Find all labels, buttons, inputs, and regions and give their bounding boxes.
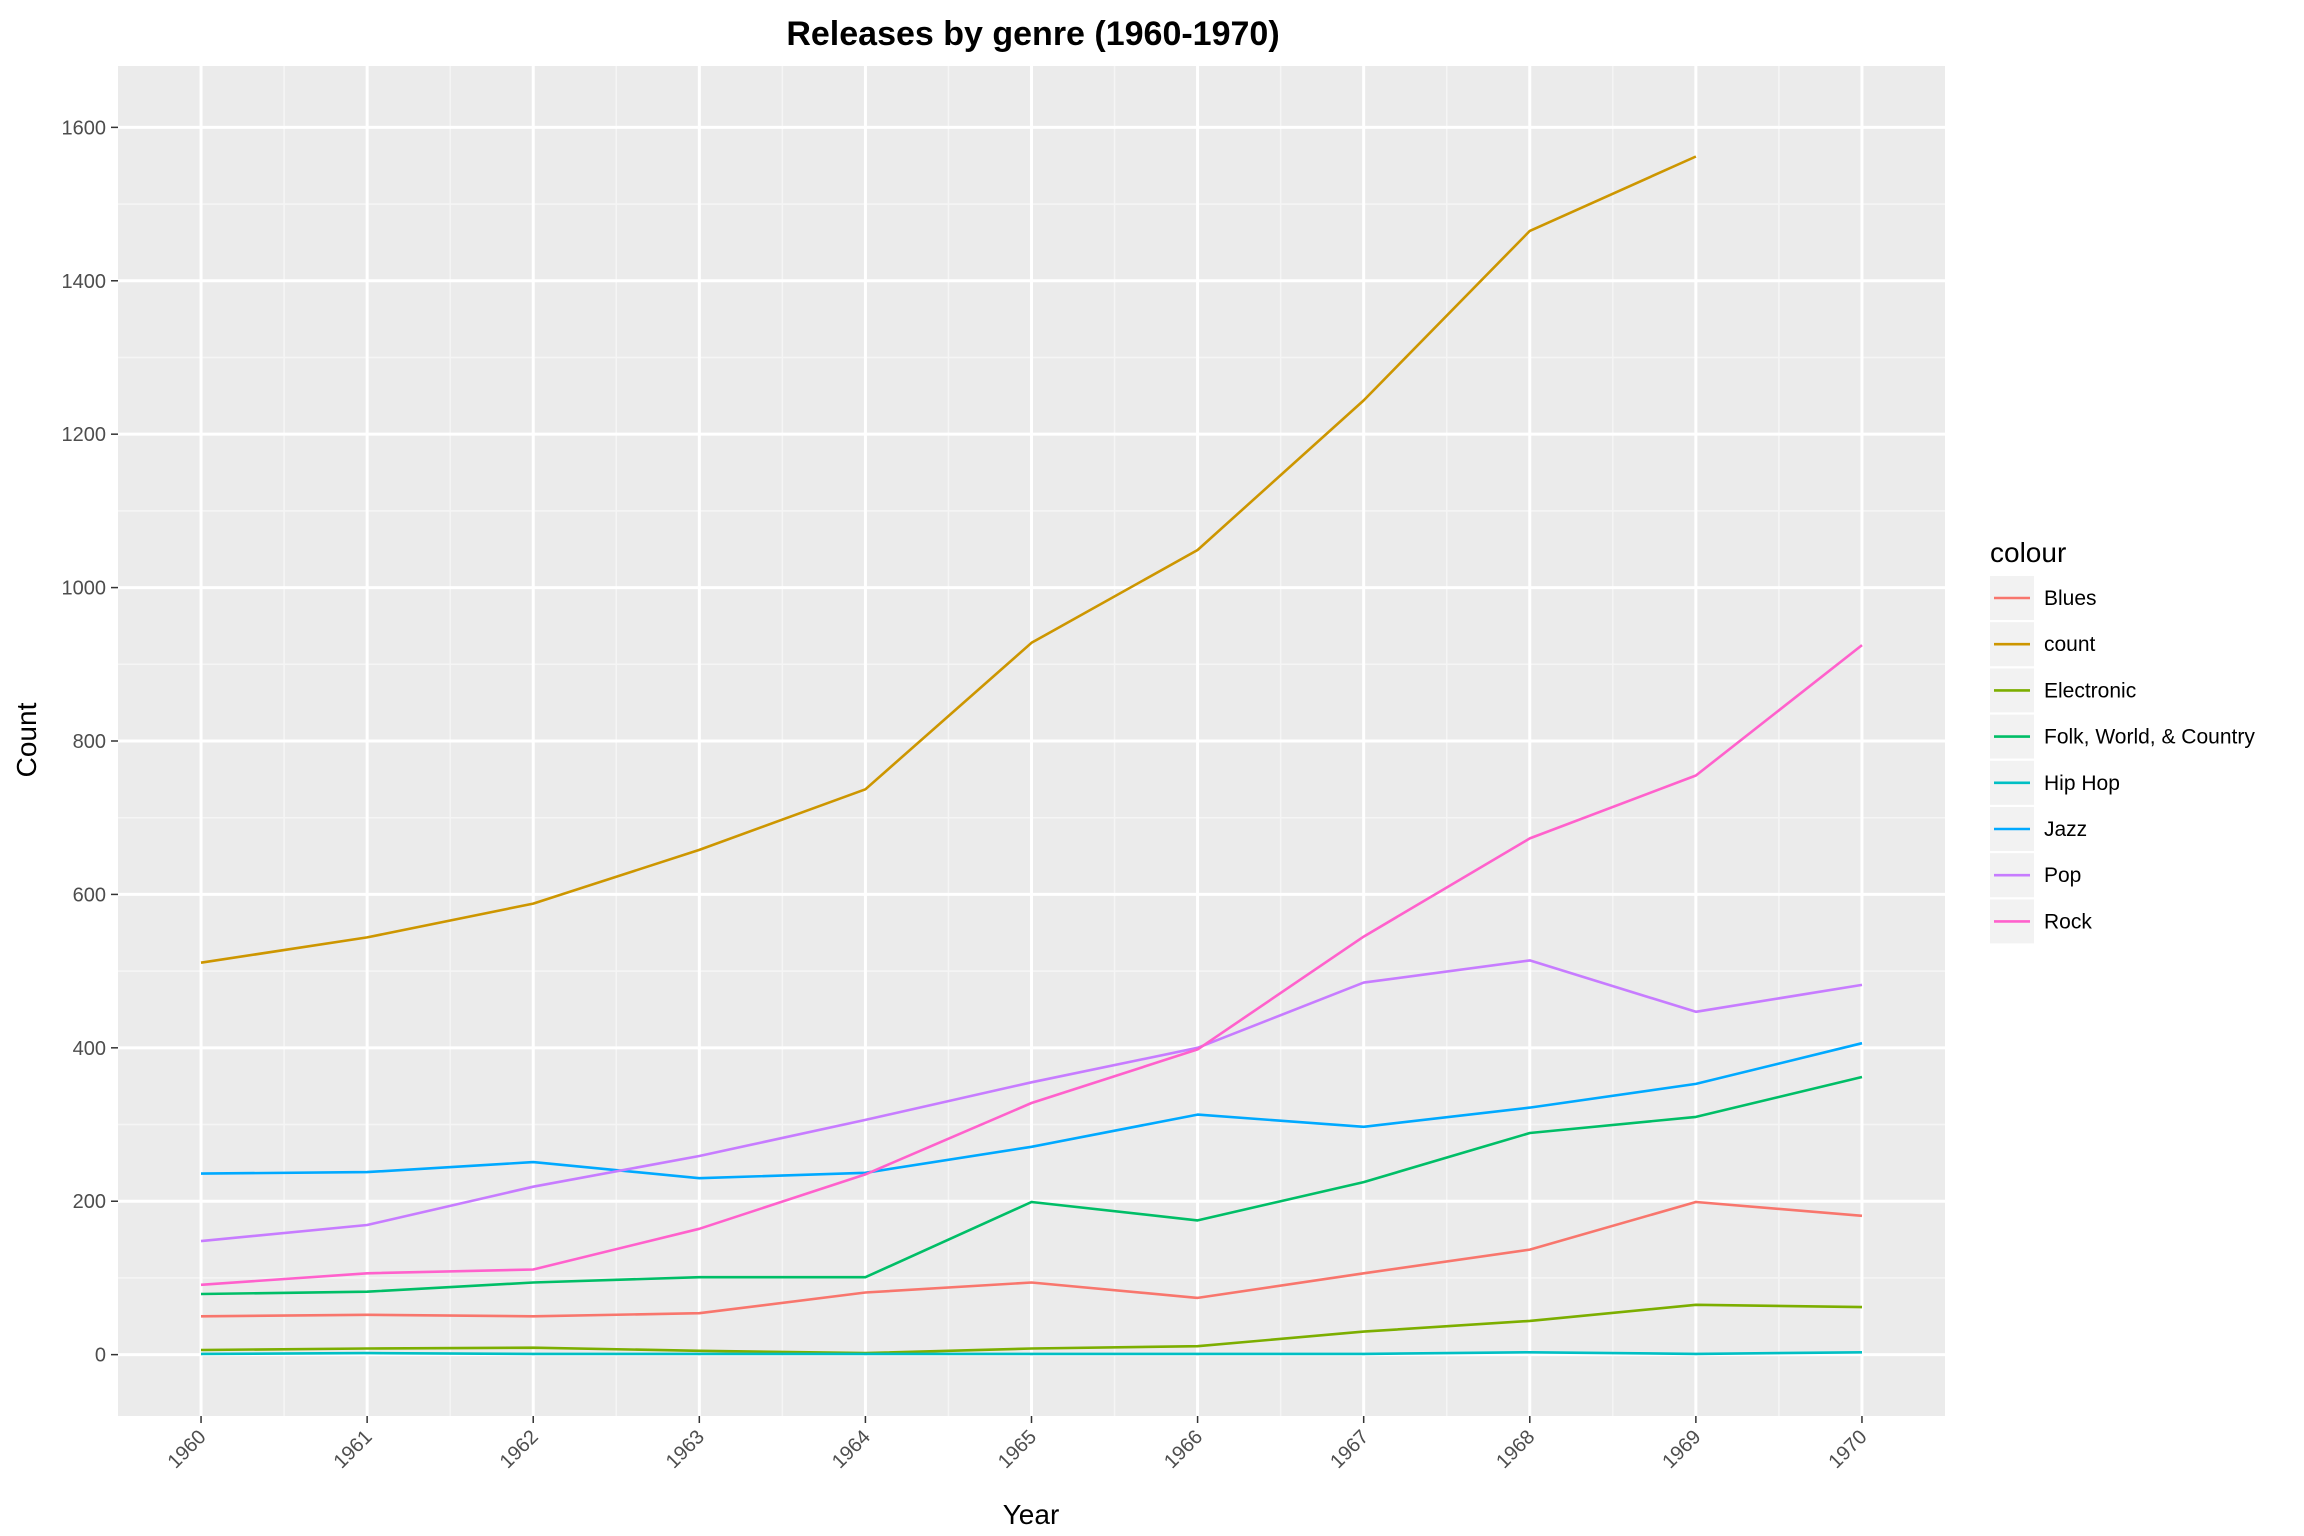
series-line-rock: [200, 644, 1863, 1287]
x-tick-label: 1970: [1824, 1426, 1871, 1473]
legend-label: Blues: [2044, 587, 2097, 610]
y-axis-title: Count: [11, 702, 42, 777]
x-tick-label: 1965: [994, 1426, 1041, 1473]
series-line-pop: [200, 959, 1863, 1243]
y-tick-label: 600: [73, 884, 106, 906]
legend-title: colour: [1990, 537, 2066, 568]
legend-label: Hip Hop: [2044, 772, 2120, 795]
y-tick-label: 400: [73, 1038, 106, 1060]
x-tick-label: 1969: [1658, 1426, 1705, 1473]
series-line-folk-world-country: [200, 1075, 1863, 1296]
series-lines: [200, 155, 1863, 1356]
series-line-blues: [200, 1200, 1863, 1318]
y-tick-label: 1600: [62, 117, 107, 139]
legend-label: Jazz: [2044, 818, 2087, 841]
y-tick-label: 800: [73, 731, 106, 753]
legend: colour Blues count Electronic Folk, World, …: [1990, 537, 2255, 944]
legend-items: Blues count Electronic Folk, World, & Count…: [1990, 576, 2255, 944]
y-tick-label: 1200: [62, 424, 107, 446]
x-tick-label: 1963: [662, 1426, 709, 1473]
series-line-hip-hop: [200, 1351, 1863, 1356]
x-tick-label: 1960: [164, 1426, 211, 1473]
x-tick-label: 1967: [1326, 1426, 1373, 1473]
x-axis-ticks: 1960 1961 1962 1963 1964 1965 1966 1967 1968 1969…: [164, 1416, 1871, 1473]
y-tick-label: 0: [95, 1345, 106, 1367]
series-line-count: [200, 155, 1697, 964]
x-axis-title: Year: [1003, 1499, 1060, 1530]
y-axis-ticks: 0 200 400 600 800 1000 1200 1400 1600: [62, 117, 118, 1367]
x-tick-label: 1961: [330, 1426, 377, 1473]
chart-title: Releases by genre (1960-1970): [786, 15, 1279, 53]
legend-label: Pop: [2044, 864, 2081, 887]
y-tick-label: 1400: [62, 271, 107, 293]
legend-label: Folk, World, & Country: [2044, 726, 2255, 749]
x-tick-label: 1962: [496, 1426, 543, 1473]
series-line-jazz: [200, 1041, 1863, 1180]
legend-label: Electronic: [2044, 679, 2136, 702]
x-tick-label: 1964: [828, 1426, 875, 1473]
legend-label: count: [2044, 633, 2096, 656]
x-tick-label: 1968: [1492, 1426, 1539, 1473]
x-tick-label: 1966: [1160, 1426, 1207, 1473]
y-tick-label: 1000: [62, 578, 107, 600]
series-line-electronic: [200, 1303, 1863, 1355]
legend-label: Rock: [2044, 910, 2092, 933]
y-tick-label: 200: [73, 1191, 106, 1213]
